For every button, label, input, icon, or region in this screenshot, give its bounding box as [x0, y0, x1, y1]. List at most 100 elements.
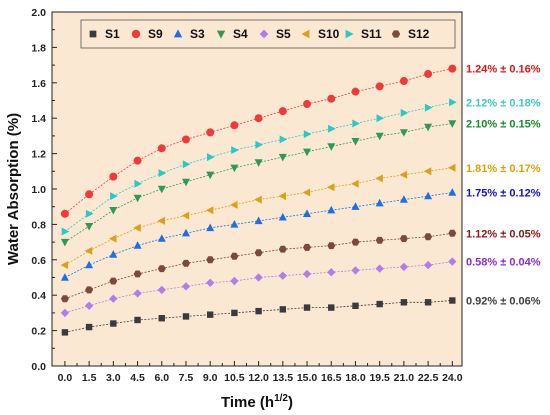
data-point [303, 209, 311, 217]
data-point [278, 153, 287, 162]
annotation-s9: 1.24% ± 0.16% [466, 64, 541, 76]
data-point [157, 265, 166, 273]
data-point [182, 228, 190, 237]
x-tick-label: 3.0 [106, 372, 121, 384]
data-point [230, 220, 239, 228]
x-tick-label: 15.0 [297, 372, 318, 384]
data-point [84, 246, 93, 255]
data-point [230, 200, 238, 209]
data-point [255, 307, 262, 315]
y-tick-label: 1.8 [31, 42, 46, 54]
data-point [109, 172, 118, 181]
x-tick-label: 21.0 [394, 372, 415, 384]
data-point [327, 94, 336, 103]
data-point [424, 299, 432, 306]
data-point [60, 295, 69, 303]
legend-label-s1: S1 [105, 27, 120, 41]
data-point [303, 304, 311, 311]
data-point [400, 299, 408, 306]
x-tick-label: 7.5 [179, 372, 194, 384]
series-s11 [61, 98, 457, 236]
data-point [157, 185, 166, 194]
data-point [327, 242, 336, 250]
data-point [448, 64, 457, 73]
annotation-s12: 1.12% ± 0.05% [466, 228, 541, 240]
data-point [254, 195, 262, 204]
data-point [278, 245, 287, 253]
data-point [254, 159, 263, 167]
x-tick-label: 0.0 [58, 372, 73, 384]
data-point [351, 179, 359, 188]
data-point [133, 194, 142, 203]
data-point [375, 82, 384, 91]
data-point [327, 268, 336, 277]
y-tick-label: 1.0 [31, 184, 46, 196]
y-tick-label: 0.0 [31, 361, 46, 373]
y-tick-label: 1.4 [31, 113, 46, 125]
data-point [158, 169, 167, 178]
data-point [182, 313, 190, 320]
data-point [109, 250, 118, 258]
series-layer [60, 64, 457, 336]
data-point [110, 192, 118, 201]
y-axis-title: Water Absorption (%) [5, 113, 22, 265]
series-s10 [60, 163, 456, 270]
data-point [254, 216, 263, 225]
data-point [134, 179, 142, 188]
data-point [327, 205, 336, 214]
data-point [302, 188, 311, 197]
legend-marker-s12 [391, 30, 401, 38]
legend: S1 S9 S3 S4 S5 S10 S11 S12 [80, 19, 456, 49]
data-point [109, 207, 118, 215]
data-point [448, 188, 457, 196]
data-point [278, 212, 287, 221]
data-point [424, 233, 433, 241]
data-point [181, 211, 190, 220]
data-point [448, 229, 457, 237]
data-point [85, 260, 94, 269]
annotation-s10: 1.81% ± 0.17% [466, 163, 541, 175]
legend-marker-s3 [173, 29, 183, 38]
data-point [205, 206, 214, 215]
data-point [230, 276, 239, 286]
data-point [278, 271, 287, 280]
data-point [207, 153, 215, 162]
data-point [399, 262, 409, 272]
data-point [60, 273, 69, 281]
data-point [85, 286, 94, 294]
data-point [375, 236, 384, 244]
series-line [64, 167, 453, 266]
data-point [133, 289, 142, 298]
data-point [302, 269, 312, 279]
x-tick-label: 9.0 [203, 372, 218, 384]
legend-marker-s10 [301, 29, 310, 39]
y-tick-label: 0.2 [31, 326, 46, 338]
data-point [157, 234, 166, 242]
legend-label-s11: S11 [361, 27, 382, 41]
x-axis: 0.0 1.5 3.0 4.5 6.0 7.5 9.0 10.5 12.0 13.5 15.0 16.… [58, 361, 463, 384]
data-point [351, 138, 360, 146]
data-point [206, 171, 215, 180]
series-s12 [60, 229, 457, 303]
legend-marker-s5 [259, 29, 269, 39]
data-point [231, 146, 239, 155]
data-point [61, 329, 69, 336]
data-point [181, 135, 190, 144]
data-point [231, 309, 238, 317]
data-point [424, 103, 433, 112]
data-point [85, 190, 94, 199]
y-tick-label: 1.6 [31, 78, 46, 90]
y-tick-label: 0.4 [31, 290, 46, 302]
data-point [375, 264, 384, 273]
data-point [399, 235, 408, 242]
data-point [230, 164, 239, 173]
data-point [375, 174, 383, 183]
data-point [182, 178, 190, 187]
annotation-s5: 0.58% ± 0.04% [466, 257, 541, 269]
data-point [447, 163, 456, 172]
data-point [254, 114, 263, 123]
legend-label-s4: S4 [233, 27, 248, 41]
data-point [326, 183, 335, 192]
x-tick-label: 13.5 [273, 372, 294, 384]
